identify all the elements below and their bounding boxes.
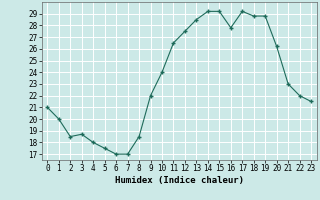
- X-axis label: Humidex (Indice chaleur): Humidex (Indice chaleur): [115, 176, 244, 185]
